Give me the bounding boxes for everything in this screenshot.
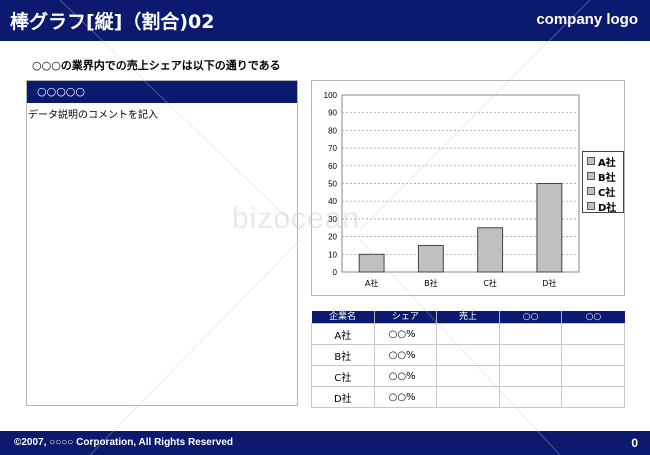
y-tick-label: 90 [328,109,337,118]
chart-legend: A社 B社 C社 D社 [582,151,624,214]
legend-item: D社 [587,199,617,214]
x-tick-label: D社 [542,278,556,288]
cell-company: C社 [311,365,375,387]
y-tick-label: 20 [328,233,337,242]
cell-share: ○○% [373,344,438,366]
header-bar: 棒グラフ[縦]（割合)02 company logo [0,0,650,41]
y-tick-label: 50 [328,180,337,189]
cell-company: B社 [311,344,375,366]
legend-swatch [587,202,595,210]
y-tick-label: 60 [328,162,337,171]
bar [536,183,563,273]
legend-label: C社 [598,187,616,199]
bar-chart: 0 10 20 30 40 50 60 70 80 90 100 A社 B社 C社 D社 [324,91,580,288]
chart-panel: 0 10 20 30 40 50 60 70 80 90 100 A社 B社 C社 D社 A社 B社 C社 … [311,80,625,296]
legend-swatch [587,187,595,195]
y-tick-label: 30 [328,215,337,224]
y-tick-label: 70 [328,144,337,153]
header-sales: 売上 [436,311,500,324]
header-col5: ○○ [561,311,625,324]
footer-bar: ©2007, ○○○○ Corporation, All Rights Rese… [0,431,650,455]
table-row: A社 ○○% [311,323,625,345]
bar [477,227,504,273]
cell-sales [436,344,500,366]
header-col4: ○○ [498,311,562,324]
table-row: D社 ○○% [311,386,625,408]
bar [417,244,444,273]
legend-label: B社 [598,172,616,184]
cell [498,344,563,366]
cell [498,323,563,345]
cell-company: D社 [311,386,375,408]
x-tick-label: B社 [424,278,438,288]
cell [561,344,625,366]
cell-company: A社 [311,323,375,345]
panel-description: データ説明のコメントを記入 [28,110,158,121]
legend-swatch [587,157,595,165]
cell-share: ○○% [373,386,438,408]
legend-label: D社 [598,202,617,214]
subheading: ○○○の業界内での売上シェアは以下の通りである [32,59,281,72]
share-table: 企業名 シェア 売上 ○○ ○○ A社 ○○% B社 ○○% [311,311,625,408]
copyright-text: ©2007, ○○○○ Corporation, All Rights Rese… [14,437,233,448]
cell-share: ○○% [373,365,438,387]
cell [498,365,563,387]
y-tick-label: 40 [328,197,337,206]
table-row: C社 ○○% [311,365,625,387]
page-title: 棒グラフ[縦]（割合)02 [10,11,215,33]
y-tick-label: 10 [328,250,337,259]
description-panel: ○○○○○ データ説明のコメントを記入 [26,80,298,406]
cell-sales [436,365,500,387]
x-tick-label: A社 [365,278,378,288]
legend-item: B社 [587,169,616,184]
x-tick-label: C社 [483,278,497,288]
cell-share: ○○% [373,323,438,345]
page-number: 0 [631,436,638,450]
cell-sales [436,323,500,345]
legend-label: A社 [598,157,616,169]
legend-item: A社 [587,154,616,169]
panel-header: ○○○○○ [27,81,297,103]
y-tick-label: 80 [328,126,337,135]
table-header-row: 企業名 シェア 売上 ○○ ○○ [311,311,625,324]
y-tick-label: 100 [324,91,338,100]
legend-item: C社 [587,184,616,199]
bar [358,253,385,273]
header-share: シェア [373,311,437,324]
cell-sales [436,386,500,408]
cell [561,365,625,387]
cell [498,386,563,408]
cell [561,323,625,345]
table-row: B社 ○○% [311,344,625,366]
legend-swatch [587,172,595,180]
company-logo: company logo [536,11,638,28]
y-tick-label: 0 [333,268,338,277]
cell [561,386,625,408]
header-company: 企業名 [311,311,375,324]
